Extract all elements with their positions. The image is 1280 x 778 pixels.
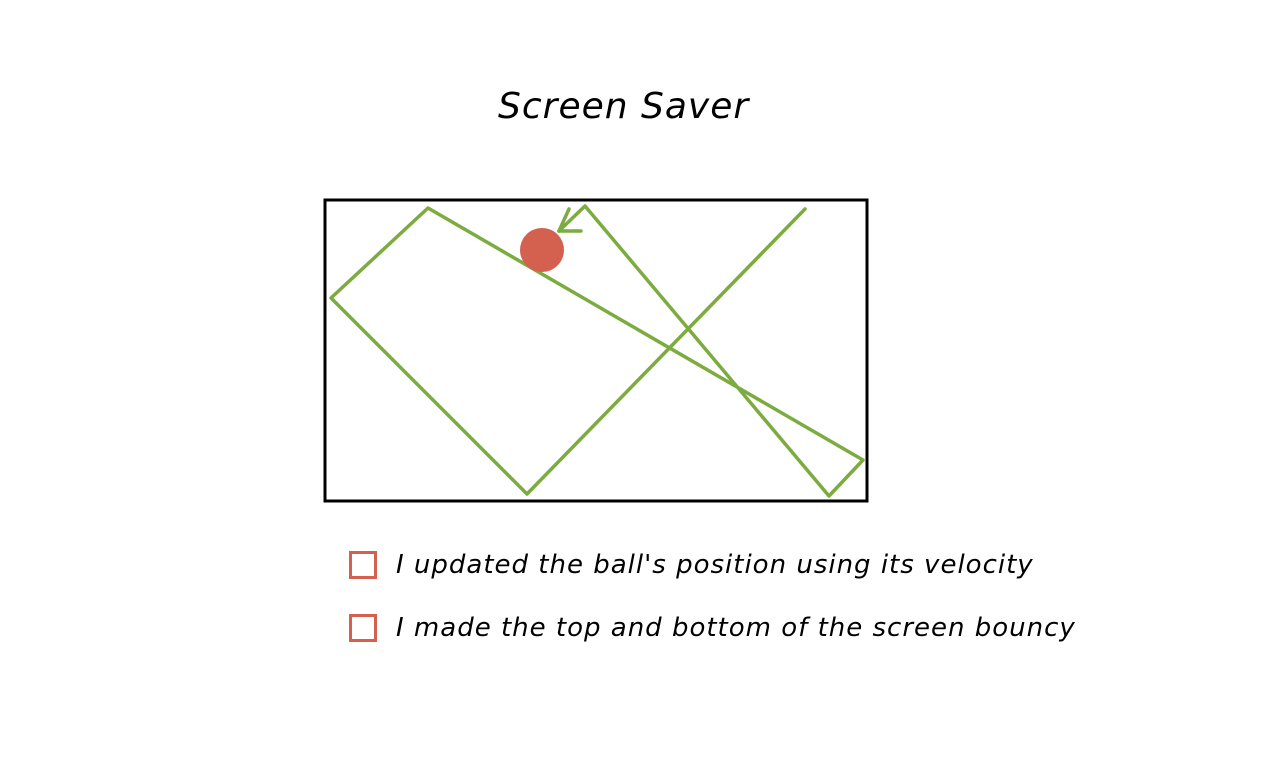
ball (520, 228, 564, 272)
checkbox[interactable] (349, 551, 377, 579)
checklist-label: I updated the ball's position using its … (396, 550, 1034, 580)
bounce-path (329, 204, 865, 498)
checkbox[interactable] (349, 614, 377, 642)
screen-frame (323, 198, 869, 503)
page-title: Screen Saver (498, 86, 750, 127)
checklist-item: I updated the ball's position using its … (349, 548, 1076, 582)
arrow-head (557, 207, 583, 233)
checklist-label: I made the top and bottom of the screen … (396, 613, 1076, 643)
checklist-item: I made the top and bottom of the screen … (349, 611, 1076, 645)
checklist: I updated the ball's position using its … (349, 548, 1076, 674)
